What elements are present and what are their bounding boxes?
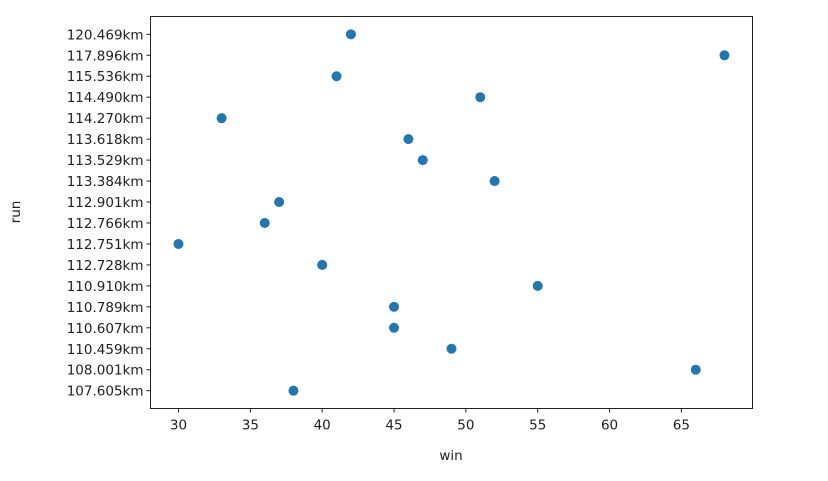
y-axis-label: run: [8, 201, 24, 224]
x-tick-label: 30: [170, 418, 187, 434]
y-tick-label: 110.459km: [67, 342, 144, 358]
y-tick-label: 115.536km: [67, 69, 144, 85]
x-tick-label: 60: [601, 418, 618, 434]
y-tick-label: 113.529km: [67, 153, 144, 169]
data-point: [532, 280, 543, 291]
y-tick-label: 112.901km: [67, 195, 144, 211]
y-tick-label: 110.789km: [67, 300, 144, 316]
data-point: [345, 29, 356, 40]
x-tick-label: 55: [529, 418, 546, 434]
data-point: [690, 364, 701, 375]
y-tick-label: 107.605km: [67, 384, 144, 400]
data-point: [317, 259, 328, 270]
y-tick-label: 108.001km: [67, 363, 144, 379]
data-point: [389, 322, 400, 333]
plot-marks: [173, 29, 730, 396]
y-tick-label: 117.896km: [67, 48, 144, 64]
data-point: [173, 238, 184, 249]
x-tick-label: 40: [314, 418, 331, 434]
data-point: [288, 385, 299, 396]
plot-frame: [150, 16, 753, 409]
y-tick-label: 113.618km: [67, 132, 144, 148]
data-point: [417, 155, 428, 166]
y-tick-label: 120.469km: [67, 27, 144, 43]
x-axis: 30 35 40 45 50 55 60 65: [170, 408, 690, 434]
y-tick-label: 114.490km: [67, 90, 144, 106]
data-point: [719, 50, 730, 61]
y-tick-label: 110.607km: [67, 321, 144, 337]
y-tick-label: 113.384km: [67, 174, 144, 190]
data-point: [489, 176, 500, 187]
data-point: [475, 92, 486, 103]
y-tick-label: 114.270km: [67, 111, 144, 127]
y-tick-label: 110.910km: [67, 279, 144, 295]
data-point: [259, 217, 270, 228]
x-tick-label: 65: [673, 418, 690, 434]
y-tick-label: 112.766km: [67, 216, 144, 232]
data-point: [274, 197, 285, 208]
data-point: [331, 71, 342, 82]
x-tick-label: 45: [385, 418, 402, 434]
x-axis-label: win: [439, 448, 462, 464]
data-point: [446, 343, 457, 354]
y-tick-label: 112.728km: [67, 258, 144, 274]
data-point: [403, 134, 414, 145]
data-point: [389, 301, 400, 312]
x-tick-label: 50: [457, 418, 474, 434]
x-tick-label: 35: [242, 418, 259, 434]
y-axis: 107.605km 108.001km 110.459km 110.607km 110.…: [67, 27, 151, 400]
data-point: [216, 113, 227, 124]
y-tick-label: 112.751km: [67, 237, 144, 253]
